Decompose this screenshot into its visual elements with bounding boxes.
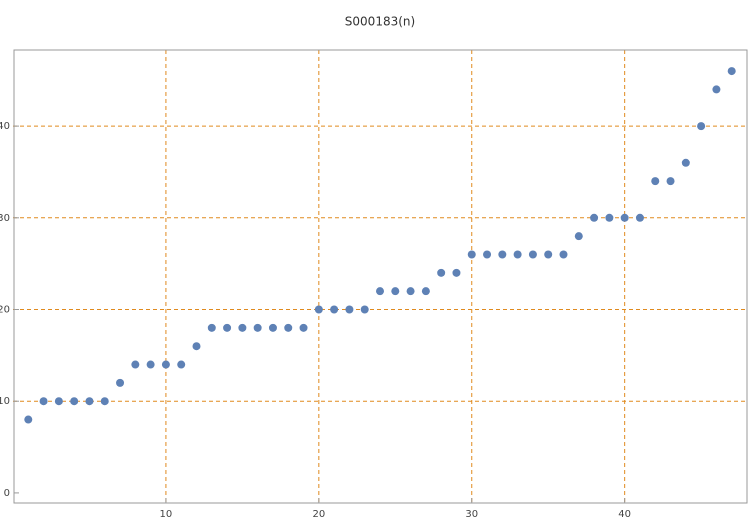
point [24,415,33,424]
point [192,342,201,351]
point [498,250,507,259]
point [253,323,262,332]
point [620,213,629,222]
point [421,287,430,296]
point [483,250,492,259]
point [284,323,293,332]
point [116,378,125,387]
point [513,250,522,259]
y-tick-label: 30 [0,213,10,224]
point [437,268,446,277]
point [666,177,675,186]
point [223,323,232,332]
point [330,305,339,314]
point [574,232,583,241]
point [467,250,476,259]
point [146,360,155,369]
point [452,268,461,277]
point [238,323,247,332]
point [314,305,323,314]
point [651,177,660,186]
point [712,85,721,94]
point [376,287,384,296]
x-tick-label: 10 [160,509,173,520]
point [544,250,553,259]
y-tick-label: 10 [0,396,10,407]
point [54,397,63,406]
point [590,213,599,222]
point [268,323,277,332]
point [697,122,706,131]
frame [13,49,748,504]
point [681,158,690,167]
point [100,397,109,406]
y-tick-label: 40 [0,121,10,132]
x-tick-label: 30 [465,509,478,520]
y-tick-label: 20 [0,305,10,316]
point [605,213,614,222]
point [727,67,736,76]
y-tick-label: 0 [4,488,10,499]
point [131,360,140,369]
point [635,213,644,222]
x-tick-label: 40 [618,509,631,520]
chart-title: S000183(n) [345,15,415,29]
point [360,305,369,314]
point [70,397,79,406]
point [391,287,400,296]
point [39,397,48,406]
x-tick-label: 20 [312,509,325,520]
point [85,397,94,406]
point [177,360,186,369]
point [345,305,354,314]
point [528,250,537,259]
point [559,250,568,259]
point [299,323,308,332]
point [406,287,415,296]
point [161,360,170,369]
point [207,323,216,332]
